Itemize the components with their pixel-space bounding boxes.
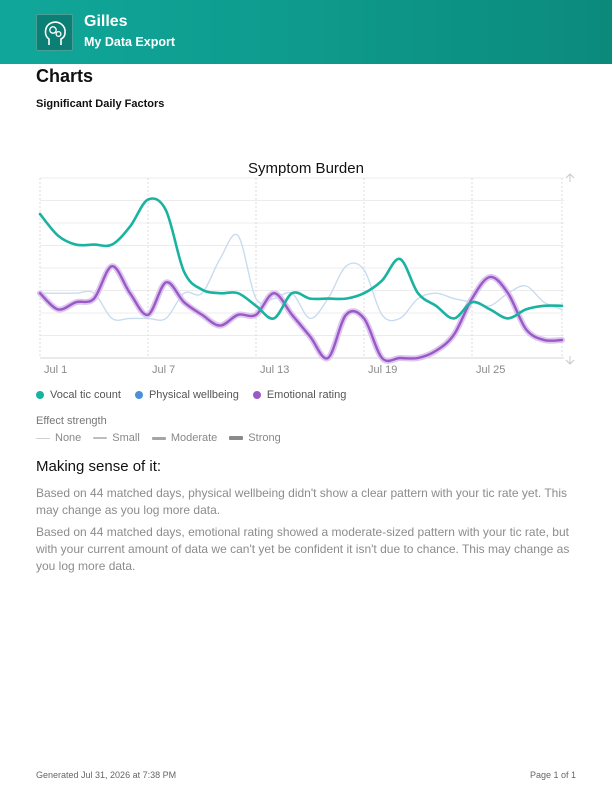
- generated-timestamp: Generated Jul 31, 2026 at 7:38 PM: [36, 770, 177, 780]
- effect-small: Small: [93, 432, 140, 444]
- x-axis-ticks: Jul 1 Jul 7 Jul 13 Jul 19 Jul 25: [44, 364, 505, 376]
- page-title: Charts: [36, 66, 94, 86]
- chart-series: [37, 197, 565, 364]
- x-tick-label: Jul 1: [44, 364, 67, 376]
- series-line-vocal-tic-count: [38, 197, 564, 320]
- effect-label: None: [55, 432, 82, 444]
- legend-item-emotional-rating: Emotional rating: [252, 389, 347, 401]
- export-header: Gilles My Data Export: [0, 0, 612, 64]
- legend-item-physical-wellbeing: Physical wellbeing: [134, 389, 239, 401]
- effect-label: Moderate: [170, 432, 218, 444]
- export-subtitle: My Data Export: [84, 35, 175, 49]
- legend-dot: [252, 391, 261, 399]
- insight-emotional-rating: Based on 44 matched days, emotional rati…: [36, 525, 570, 573]
- legend-dot: [36, 391, 44, 399]
- legend-label: Physical wellbeing: [148, 389, 239, 401]
- series-line-emotional-rating: [38, 265, 564, 363]
- effect-none: None: [36, 432, 81, 444]
- effect-strength-legend: None Small Moderate Strong: [36, 432, 281, 444]
- head-gears-icon: [36, 14, 73, 51]
- effect-line-small: [93, 437, 108, 439]
- x-tick-label: Jul 13: [260, 364, 289, 376]
- effect-moderate: Moderate: [151, 432, 218, 444]
- effect-label: Small: [112, 432, 140, 444]
- effect-line-moderate: [151, 436, 166, 440]
- chart-title: Symptom Burden: [248, 160, 364, 177]
- scroll-up-arrow-icon: [565, 173, 575, 182]
- legend-label: Vocal tic count: [50, 389, 121, 401]
- x-tick-label: Jul 19: [368, 364, 397, 376]
- chart-legend: Vocal tic count Physical wellbeing Emoti…: [36, 389, 346, 401]
- x-tick-label: Jul 7: [152, 364, 175, 376]
- legend-label: Emotional rating: [266, 389, 347, 401]
- insight-physical-wellbeing: Based on 44 matched days, physical wellb…: [36, 486, 568, 517]
- effect-strength-title: Effect strength: [36, 415, 107, 427]
- page-number: Page 1 of 1: [529, 770, 576, 780]
- x-tick-label: Jul 25: [476, 364, 505, 376]
- effect-line-strong: [229, 436, 244, 440]
- legend-item-vocal-tic: Vocal tic count: [36, 389, 121, 401]
- legend-dot: [134, 391, 143, 399]
- section-title: Significant Daily Factors: [36, 98, 165, 110]
- making-sense-title: Making sense of it:: [36, 458, 162, 475]
- effect-label: Strong: [248, 432, 281, 444]
- effect-line-none: [36, 437, 50, 439]
- symptom-burden-chart: Symptom Burden Jul 1 Jul 7 Jul 13 Jul 19 Jul…: [26, 152, 586, 382]
- chart-svg: Symptom Burden Jul 1 Jul 7 Jul 13 Jul 19 Jul…: [37, 160, 575, 376]
- effect-strong: Strong: [229, 432, 281, 444]
- scroll-down-arrow-icon: [565, 356, 575, 365]
- app-name: Gilles: [84, 13, 128, 30]
